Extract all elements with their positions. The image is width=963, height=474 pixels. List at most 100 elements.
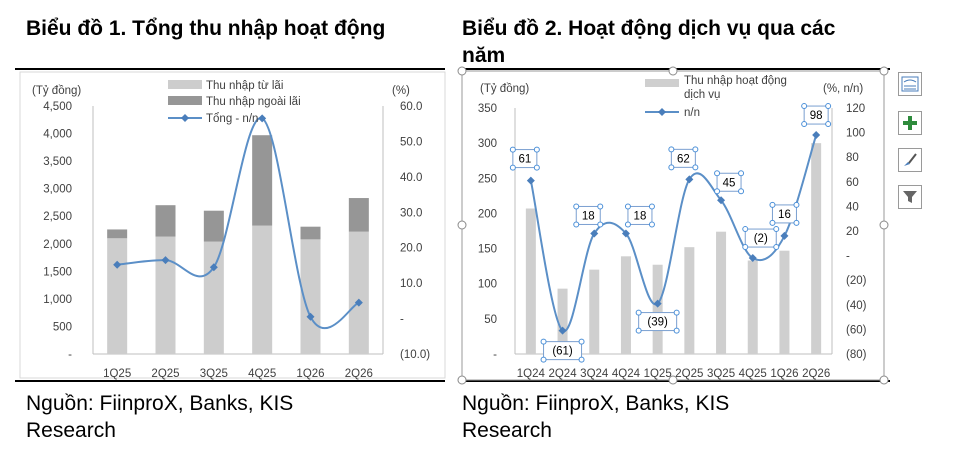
chart1-bar-interest	[155, 236, 176, 354]
chart2-data-label-handle	[692, 146, 699, 153]
chart2-data-label-box	[771, 204, 797, 224]
chart1-ytick-label: 3,500	[43, 156, 72, 168]
chart1-xtick-label: 4Q25	[248, 368, 276, 380]
chart2-xtick-label: 3Q24	[580, 368, 609, 380]
chart2-line-point	[717, 196, 726, 205]
chart2-bar	[589, 269, 600, 354]
chart2-bar	[747, 260, 758, 354]
chart2-resize-handle	[668, 375, 678, 385]
chart1-series-line	[117, 117, 360, 330]
chart2-y2tick-label: (40)	[846, 300, 867, 312]
chart2-data-label-handle	[540, 356, 547, 363]
chart2-data-label-handle	[509, 164, 516, 171]
chart2-data-label-box	[543, 341, 583, 361]
chart2-data-label-handle	[624, 221, 631, 228]
chart-filters-button[interactable]	[898, 185, 922, 209]
chart1-xtick-label: 3Q25	[200, 368, 228, 380]
chart2-legend-marker	[658, 108, 666, 116]
chart1-line-point	[306, 312, 315, 321]
chart2-ytick-label: 350	[478, 103, 497, 115]
chart2-bar	[811, 143, 822, 354]
chart2-xtick-label: 3Q25	[707, 368, 735, 380]
chart2-xtick-label: 1Q25	[644, 368, 672, 380]
chart2-data-label-handle	[648, 203, 655, 210]
chart1-xtick-label: 1Q26	[296, 368, 324, 380]
chart2-title: Biểu đồ 2. Hoạt động dịch vụ qua các năm	[462, 17, 836, 67]
chart1-y2label: (%)	[392, 85, 410, 97]
chart2-data-label-handle	[742, 244, 749, 251]
chart2-data-label-handle	[738, 170, 745, 177]
chart2-data-label-handle	[573, 203, 580, 210]
chart2-resize-handle	[879, 66, 889, 76]
chart1-line-point	[209, 263, 218, 272]
chart1-line-point	[113, 260, 122, 269]
chart1-line-point	[354, 298, 363, 307]
chart2-legend-swatch-bar	[645, 79, 679, 87]
chart-layout-button[interactable]	[898, 72, 922, 96]
chart2-line-point	[685, 175, 694, 184]
chart1-ytick-label: 500	[53, 321, 72, 333]
chart1-y2tick-label: (10.0)	[400, 349, 430, 361]
chart2-y2tick-label: (80)	[846, 349, 867, 361]
chart2-bar	[684, 247, 695, 354]
chart2-data-label-box	[512, 149, 538, 169]
chart1-y2tick-label: 20.0	[400, 243, 422, 255]
chart2-y2tick-label: 100	[846, 128, 865, 140]
chart2-data-label-handle	[533, 164, 540, 171]
chart2-line-point	[526, 176, 535, 185]
chart2-bar	[620, 256, 631, 354]
chart2-bar	[779, 250, 790, 354]
chart2-data-label-box	[744, 228, 777, 248]
chart1-legend-noninterest: Thu nhập ngoài lãi	[206, 96, 301, 108]
chart1-bar-interest	[203, 241, 224, 354]
chart1-y2tick-label: 30.0	[400, 207, 422, 219]
chart2-data-label-handle	[793, 201, 800, 208]
chart2-data-label-handle	[714, 188, 721, 195]
chart2-data-label-handle	[509, 146, 516, 153]
chart1-source: Nguồn: FiinproX, Banks, KIS Research	[26, 392, 294, 442]
chart2-data-label-handle	[801, 103, 808, 110]
chart2-ytick-label: 100	[478, 279, 497, 291]
chart1-bar-noninterest	[348, 198, 369, 232]
chart2-series-line	[529, 134, 818, 332]
chart2-line-point	[558, 326, 567, 335]
chart1-bottom-rule	[15, 380, 445, 382]
chart-elements-button[interactable]	[898, 111, 922, 135]
chart2-data-label-handle	[648, 221, 655, 228]
chart2-bar	[557, 288, 568, 354]
chart2-data-label: 61	[518, 154, 531, 166]
chart1-bar-noninterest	[107, 229, 128, 239]
chart2-data-label-handle	[825, 103, 832, 110]
chart1-legend-line: Tổng - n/n	[206, 113, 258, 125]
chart2-data-label-handle	[578, 338, 585, 345]
chart2-data-label-handle	[597, 221, 604, 228]
chart2-resize-handle	[668, 66, 678, 76]
chart2-data-label-box	[670, 148, 696, 168]
chart2-data-label-box	[627, 205, 653, 225]
chart2-data-label-handle	[714, 170, 721, 177]
chart2-data-label-handle	[825, 121, 832, 128]
chart2-resize-handle	[457, 66, 467, 76]
chart2-y2label: (%, n/n)	[823, 83, 863, 95]
chart2-xtick-label: 1Q24	[517, 368, 546, 380]
chart2-data-label-box	[803, 105, 829, 125]
chart2-ytick-label: 50	[484, 314, 497, 326]
chart2-data-label-handle	[668, 164, 675, 171]
chart2-data-label-handle	[738, 188, 745, 195]
chart1-bar-noninterest	[300, 226, 321, 240]
chart2-xtick-label: 4Q24	[612, 368, 641, 380]
chart1-ytick-label: 4,500	[43, 101, 72, 113]
chart2-y2tick-label: 80	[846, 152, 859, 164]
chart2-data-label-box	[575, 205, 601, 225]
chart1-ytick-label: 1,000	[43, 294, 72, 306]
chart1-xtick-label: 1Q25	[103, 368, 131, 380]
chart2-ylabel: (Tỷ đồng)	[480, 83, 529, 95]
chart2-data-label-handle	[597, 203, 604, 210]
chart2-resize-handle	[879, 375, 889, 385]
chart2-data-label-handle	[668, 146, 675, 153]
chart1-line-point	[258, 114, 267, 123]
chart1-xtick-label: 2Q25	[151, 368, 179, 380]
chart-styles-button[interactable]	[898, 148, 922, 172]
chart2-data-label-handle	[533, 146, 540, 153]
